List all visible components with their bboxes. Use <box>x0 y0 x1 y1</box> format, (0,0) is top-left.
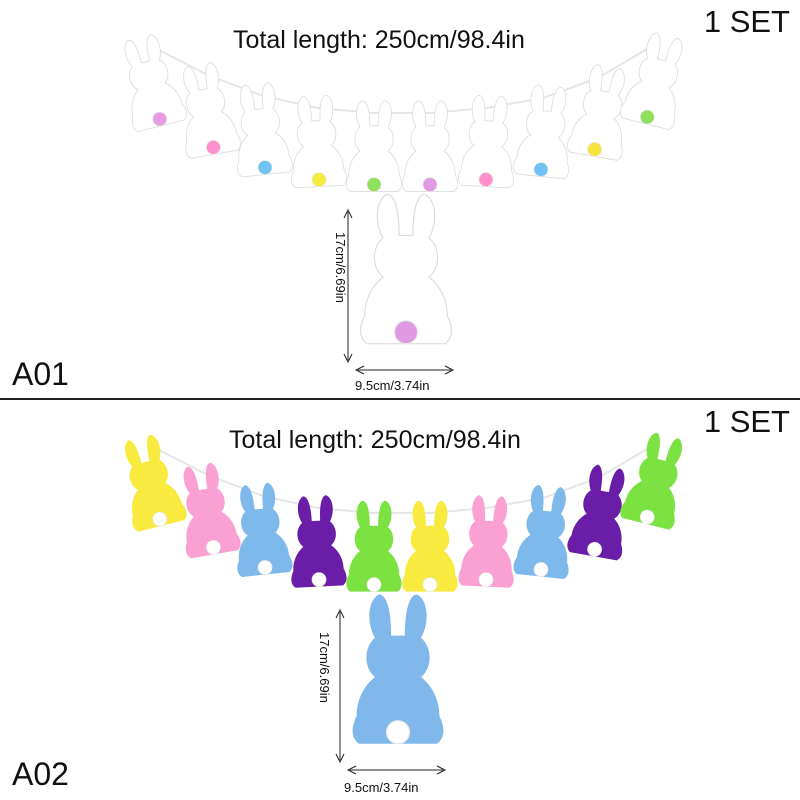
width-dimension-label: 9.5cm/3.74in <box>355 378 430 393</box>
bunny-garland-piece <box>457 494 518 589</box>
bunny-garland-piece <box>228 481 294 578</box>
bunny-garland-piece <box>346 500 402 592</box>
single-bunny-piece <box>352 594 444 745</box>
bunny-garland-piece <box>171 459 242 559</box>
bunny-garland-piece <box>512 82 578 180</box>
panel-a02: 1 SET Total length: 250cm/98.4in 17cm/6.… <box>0 400 800 800</box>
set-label: 1 SET <box>703 404 790 439</box>
bunny-garland-piece <box>228 80 294 178</box>
bunny-garland-piece <box>618 428 695 531</box>
panel-divider <box>0 398 800 400</box>
bunny-garland-piece <box>345 100 403 193</box>
garland-a01-image <box>112 28 695 375</box>
bunny-garland-piece <box>512 483 578 580</box>
garland-a02-image <box>112 428 695 775</box>
height-dimension-label: 17cm/6.69in <box>317 632 332 703</box>
panel-a01: 1 SET Total length: 250cm/98.4in 17cm/6.… <box>12 4 790 393</box>
bunny-garland-piece <box>287 494 348 589</box>
bunny-garland-piece <box>457 93 519 189</box>
total-length-label: Total length: 250cm/98.4in <box>233 26 525 54</box>
height-dimension-label: 17cm/6.69in <box>333 232 348 303</box>
bunny-garland-piece <box>565 61 637 162</box>
bunny-garland-piece <box>618 28 695 131</box>
bunny-garland-piece <box>402 500 458 592</box>
variant-code-a02: A02 <box>12 756 69 792</box>
width-dimension-label: 9.5cm/3.74in <box>344 780 419 795</box>
total-length-label: Total length: 250cm/98.4in <box>229 426 521 454</box>
single-bunny-piece <box>360 193 452 345</box>
bunny-garland-piece <box>112 30 189 133</box>
bunny-garland-piece <box>171 59 243 160</box>
bunny-garland-piece <box>112 430 189 533</box>
variant-code-a01: A01 <box>12 356 69 392</box>
bunny-garland-piece <box>401 100 459 193</box>
set-label: 1 SET <box>703 4 790 39</box>
bunny-garland-piece <box>566 461 637 561</box>
bunny-garland-piece <box>286 93 348 189</box>
